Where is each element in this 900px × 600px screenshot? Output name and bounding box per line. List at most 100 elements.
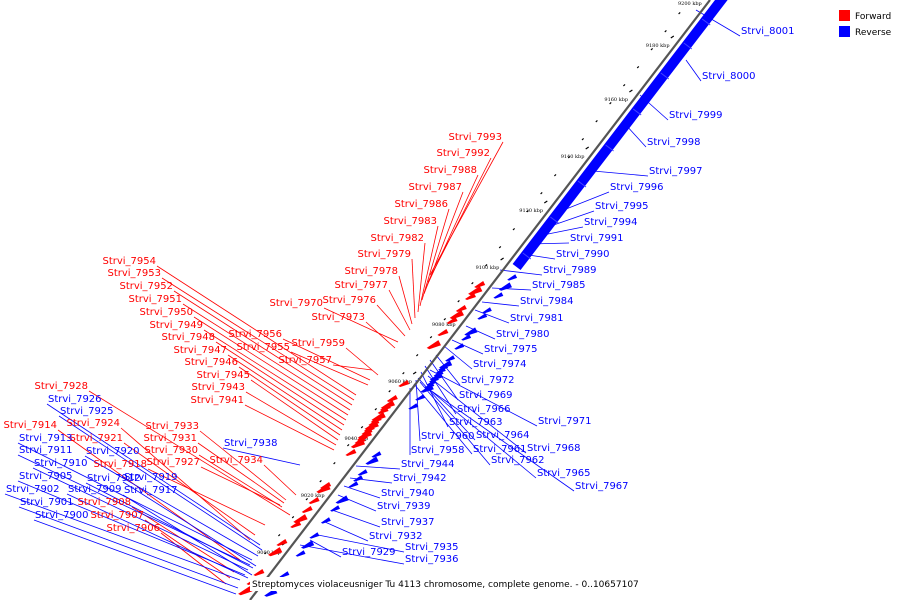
gene-label: Strvi_7913: [19, 433, 73, 444]
gene-label: Strvi_7978: [344, 266, 398, 277]
backbone-dot: [402, 371, 405, 375]
forward-gene-arrow: [268, 547, 283, 557]
label-leader-lines: [4, 9, 741, 595]
figure-caption: Streptomyces violaceusniger Tu 4113 chro…: [252, 580, 639, 590]
backbone-dot: [277, 533, 281, 537]
gene-label: Strvi_7959: [291, 338, 345, 349]
forward-gene-arrow: [386, 395, 398, 402]
reverse-gene-arrow: [439, 360, 453, 369]
scale-tick-label: 9200 kbp: [678, 1, 702, 7]
gene-label: Strvi_7963: [449, 417, 503, 428]
gene-label: Strvi_7919: [124, 472, 178, 483]
gene-label-leader: [122, 494, 253, 576]
gene-label-leader: [429, 359, 459, 401]
reverse-gene-boundary: [660, 72, 670, 80]
gene-label: Strvi_7979: [357, 249, 411, 260]
scale-tick: [543, 200, 548, 204]
reverse-gene-boundary: [701, 18, 711, 26]
gene-label: Strvi_7975: [484, 344, 538, 355]
gene-label: Strvi_7987: [408, 182, 462, 193]
reverse-gene-boundary: [605, 144, 614, 152]
gene-label-leader: [411, 258, 416, 319]
reverse-gene-arrow: [353, 475, 363, 482]
gene-label: Strvi_7965: [537, 468, 591, 479]
gene-label: Strvi_7954: [102, 256, 156, 267]
gene-label: Strvi_7969: [459, 390, 513, 401]
gene-label: Strvi_7940: [381, 488, 435, 499]
gene-label: Strvi_7958: [411, 445, 465, 456]
forward-gene-arrow: [465, 293, 476, 300]
gene-label: Strvi_7942: [393, 473, 447, 484]
forward-gene-arrow: [474, 281, 486, 288]
gene-label-leader: [419, 381, 491, 466]
gene-label: Strvi_7980: [496, 329, 550, 340]
reverse-gene-arrow: [357, 469, 368, 476]
gene-label-leader: [443, 345, 473, 370]
gene-label-leader: [419, 225, 439, 307]
gene-label: Strvi_7948: [161, 332, 215, 343]
forward-gene-arrow: [380, 400, 395, 410]
gene-label: Strvi_7961: [473, 444, 527, 455]
backbone-dot: [650, 47, 654, 51]
gene-label: Strvi_7967: [575, 481, 629, 492]
gene-label-leader: [423, 191, 464, 295]
gene-label: Strvi_7953: [107, 268, 161, 279]
gene-label: Strvi_7938: [224, 438, 278, 449]
gene-label: Strvi_7991: [570, 233, 624, 244]
gene-label: Strvi_7973: [311, 312, 365, 323]
gene-label-leader: [421, 208, 450, 301]
backbone-dot: [498, 245, 502, 249]
gene-label: Strvi_7993: [448, 132, 502, 143]
gene-label-leader: [122, 481, 257, 567]
scale-tick: [412, 371, 417, 375]
gene-label-leader: [199, 430, 287, 501]
gene-label: Strvi_7912: [87, 473, 141, 484]
scale-tick-label: 9120 kbp: [519, 208, 543, 214]
gene-label-leader: [345, 347, 379, 376]
gene-label: Strvi_7970: [269, 298, 323, 309]
gene-label: Strvi_7992: [436, 148, 490, 159]
gene-label: Strvi_7937: [381, 517, 435, 528]
forward-gene-arrow: [455, 305, 467, 312]
gene-label: Strvi_7976: [322, 295, 376, 306]
gene-label-leader: [332, 364, 373, 371]
gene-label: Strvi_7960: [421, 431, 475, 442]
backbone-dot: [526, 209, 529, 213]
gene-label: Strvi_7900: [35, 510, 89, 521]
gene-label-leader: [250, 379, 339, 441]
gene-label-leader: [227, 354, 343, 431]
gene-label-leader: [156, 265, 357, 396]
gene-label: Strvi_7911: [19, 445, 73, 456]
reverse-gene-boundary: [577, 180, 587, 188]
gene-label-leader: [331, 509, 381, 528]
scale-tick-label: 9080 kbp: [432, 322, 456, 328]
scale-tick-label: 9000 kbp: [257, 550, 281, 556]
gene-label-leader: [424, 365, 457, 415]
gene-label-leader: [66, 493, 249, 579]
reverse-gene-boundary: [550, 216, 559, 224]
scale-tick-label: 9160 kbp: [604, 97, 628, 103]
reverse-gene-arrow: [445, 355, 455, 362]
reverse-gene-arrow: [461, 334, 472, 341]
backbone-dot: [388, 389, 391, 393]
reverse-gene-boundary: [522, 252, 532, 260]
gene-label: Strvi_7985: [532, 280, 586, 291]
gene-label-leader: [474, 309, 510, 324]
gene-label-leader: [222, 447, 301, 466]
gene-label-leader: [198, 454, 283, 508]
backbone-dot: [567, 155, 571, 159]
reverse-gene-arrow: [295, 550, 306, 557]
gene-label-leader: [343, 485, 381, 499]
gene-label: Strvi_7908: [77, 497, 131, 508]
gene-label-leader: [17, 442, 253, 561]
gene-label: Strvi_7988: [423, 165, 477, 176]
backbone-dot: [415, 353, 419, 357]
gene-label-leader: [244, 404, 335, 451]
gene-label: Strvi_7997: [649, 166, 703, 177]
backbone-dot: [457, 299, 460, 303]
gene-label-leader: [429, 369, 538, 427]
gene-label-leader: [282, 338, 371, 381]
gene-label: Strvi_7974: [473, 359, 527, 370]
gene-label-leader: [415, 379, 421, 442]
gene-label: Strvi_7999: [669, 110, 723, 121]
